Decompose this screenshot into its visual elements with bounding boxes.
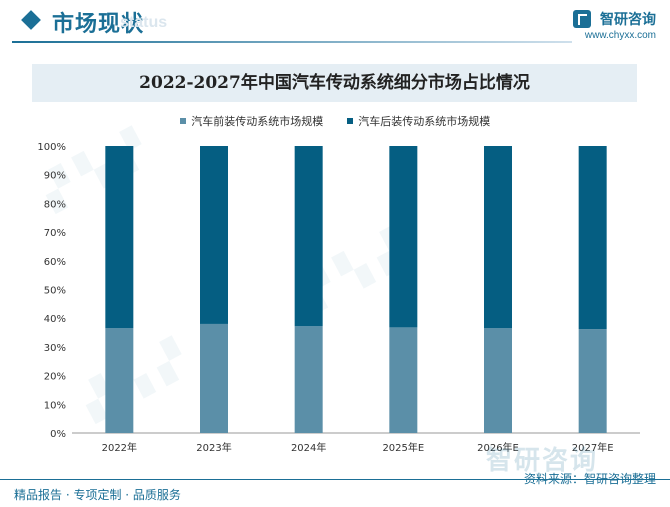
section-subtitle: status xyxy=(120,14,168,31)
y-tick-label: 30% xyxy=(44,343,66,354)
legend-swatch-front xyxy=(179,118,186,124)
chart-legend: 汽车前装传动系统市场规模 汽车后装传动系统市场规模 xyxy=(0,113,670,129)
bar-segment-after xyxy=(484,146,512,329)
legend-label-after: 汽车后装传动系统市场规模 xyxy=(358,115,491,128)
legend-item-after: 汽车后装传动系统市场规模 xyxy=(346,113,491,129)
y-tick-label: 10% xyxy=(44,400,66,411)
footer-divider xyxy=(0,479,670,480)
x-tick-label: 2026年E xyxy=(477,441,519,454)
footer-slogan: 精品报告 · 专项定制 · 品质服务 xyxy=(14,488,181,502)
bar-segment-after xyxy=(389,146,418,328)
header-divider xyxy=(12,41,572,43)
bar-segment-front xyxy=(200,323,228,433)
y-tick-label: 100% xyxy=(37,142,66,153)
x-tick-label: 2023年 xyxy=(196,441,231,454)
y-tick-label: 70% xyxy=(44,228,66,239)
bar-segment-front xyxy=(294,326,323,433)
legend-item-front: 汽车前装传动系统市场规模 xyxy=(179,113,324,129)
y-tick-label: 0% xyxy=(50,429,66,440)
brand-name: 智研咨询 xyxy=(600,11,656,28)
legend-label-front: 汽车前装传动系统市场规模 xyxy=(191,115,324,128)
x-tick-label: 2025年E xyxy=(382,441,424,454)
legend-swatch-after xyxy=(346,118,353,124)
y-tick-label: 40% xyxy=(44,314,66,325)
footer-watermark: 智研咨询 xyxy=(486,446,599,476)
page-header: 市场现状 status 智研咨询 www.chyxx.com xyxy=(0,0,670,46)
y-tick-label: 90% xyxy=(44,171,66,182)
bar-segment-front xyxy=(389,327,418,433)
brand-url: www.chyxx.com xyxy=(584,29,656,41)
chart-title: 2022-2027年中国汽车传动系统细分市场占比情况 xyxy=(139,73,530,93)
bar-segment-after xyxy=(294,146,323,327)
y-tick-label: 60% xyxy=(44,257,66,268)
bar-segment-front xyxy=(578,329,607,433)
chart-title-band xyxy=(32,64,637,102)
brand: 智研咨询 www.chyxx.com xyxy=(572,8,656,41)
bar-segment-after xyxy=(200,146,228,324)
brand-logo-icon xyxy=(572,9,591,28)
y-tick-label: 80% xyxy=(44,199,66,210)
x-tick-label: 2027年E xyxy=(572,441,614,454)
x-tick-label: 2024年 xyxy=(291,441,326,454)
y-tick-label: 50% xyxy=(44,286,66,297)
bar-segment-after xyxy=(578,146,607,330)
bar-segment-after xyxy=(105,146,134,329)
bar-segment-front xyxy=(105,328,134,433)
x-tick-label: 2022年 xyxy=(102,441,137,454)
section-title: 市场现状 xyxy=(52,12,145,37)
y-tick-label: 20% xyxy=(44,372,66,383)
bar-segment-front xyxy=(484,328,512,433)
